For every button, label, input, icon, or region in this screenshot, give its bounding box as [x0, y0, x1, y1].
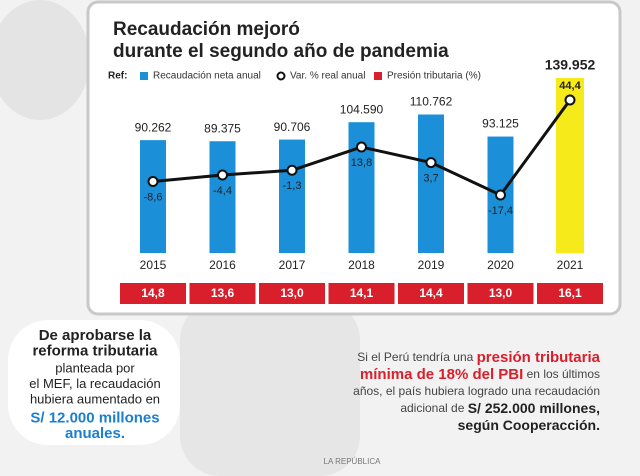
pressure-cell: [328, 283, 395, 304]
x-tick-label: 2015: [140, 258, 167, 272]
line-point: [564, 94, 576, 106]
legend-marker: [374, 72, 382, 80]
left-note-line: anuales.: [65, 425, 125, 442]
bar-value-label: 110.762: [410, 95, 453, 109]
line-point: [286, 164, 298, 176]
bar-value-label: 104.590: [340, 102, 384, 116]
pressure-label: 14,4: [419, 286, 443, 300]
x-tick-label: 2016: [209, 258, 236, 272]
figure-head: [0, 0, 90, 120]
footer: LA REPÚBLICA: [324, 457, 382, 466]
line-point: [425, 157, 437, 169]
bar: [209, 141, 236, 253]
right-note-text: adicional de: [400, 401, 467, 415]
legend-ref: Ref:: [108, 71, 127, 82]
right-note-text: años, el país hubiera logrado una recaud…: [353, 384, 600, 398]
left-note-line: De aprobarse la: [39, 327, 152, 344]
bar: [556, 78, 584, 253]
line-value-label: -4,4: [213, 185, 232, 197]
left-bubble: [8, 320, 180, 445]
bar-value-label: 89.375: [204, 121, 241, 135]
left-note-line: hubiera aumentado en: [30, 391, 160, 406]
chart-title: durante el segundo año de pandemia: [113, 41, 449, 62]
line-point: [495, 189, 506, 201]
right-note-line: Si el Perú tendría una presión tributari…: [357, 349, 600, 366]
line-point: [356, 141, 367, 153]
legend-marker: [276, 71, 286, 81]
legend-label: Var. % real anual: [290, 71, 365, 82]
right-note-text: S/ 252.000 millones,: [468, 400, 600, 416]
bar: [418, 114, 444, 253]
line-value-label: 44,4: [559, 80, 581, 92]
pressure-label: 13,0: [489, 286, 513, 300]
pressure-label: 16,1: [558, 286, 582, 300]
x-tick-label: 2020: [487, 258, 514, 272]
bar-value-label: 90.706: [274, 120, 311, 134]
line-value-label: -8,6: [144, 191, 163, 203]
legend-marker: [140, 72, 148, 80]
bar: [140, 140, 166, 253]
pressure-label: 14,1: [350, 286, 374, 300]
pressure-cell: [259, 283, 325, 304]
line-value-label: 3,7: [423, 172, 438, 184]
x-tick-label: 2017: [279, 258, 306, 272]
pressure-cell: [398, 283, 464, 304]
line-value-label: -1,3: [283, 180, 302, 192]
legend-label: Recaudación neta anual: [153, 71, 261, 82]
x-tick-label: 2018: [348, 258, 375, 272]
pressure-cell: [189, 283, 256, 304]
bar-value-label: 93.125: [482, 117, 519, 131]
left-note-line: reforma tributaria: [32, 342, 158, 359]
pressure-label: 13,0: [280, 286, 304, 300]
pressure-cell: [467, 283, 534, 304]
pressure-cell: [537, 283, 603, 304]
right-note-text: Si el Perú tendría una: [357, 350, 476, 364]
line-value-label: -17,4: [488, 205, 513, 217]
pressure-label: 13,6: [211, 286, 235, 300]
left-note-line: el MEF, la recaudación: [29, 376, 161, 391]
bar-value-label: 139.952: [545, 57, 596, 73]
x-tick-label: 2021: [557, 258, 584, 272]
line-point: [217, 169, 228, 181]
right-note-text: presión tributaria: [477, 349, 601, 366]
right-note-line: según Cooperacción.: [458, 417, 600, 433]
line-value-label: 13,8: [351, 157, 372, 169]
pressure-label: 14,8: [141, 286, 165, 300]
figure-body: [180, 300, 360, 476]
right-note-line: mínima de 18% del PBI en los últimos: [360, 366, 600, 383]
right-note-text: mínima de 18% del PBI: [360, 366, 523, 383]
line-point: [147, 175, 159, 187]
right-note-line: años, el país hubiera logrado una recaud…: [353, 384, 600, 398]
bar: [279, 139, 305, 253]
legend-label: Presión tributaria (%): [387, 71, 481, 82]
x-tick-label: 2019: [418, 258, 445, 272]
pressure-cell: [120, 283, 186, 304]
chart-title: Recaudación mejoró: [113, 19, 300, 40]
right-note-line: adicional de S/ 252.000 millones,: [400, 400, 600, 416]
right-note-text: en los últimos: [523, 367, 600, 381]
right-note-text: según Cooperacción.: [458, 417, 600, 433]
left-note-line: S/ 12.000 millones: [30, 409, 159, 426]
bar-value-label: 90.262: [135, 120, 172, 134]
left-note-line: planteada por: [55, 360, 135, 375]
